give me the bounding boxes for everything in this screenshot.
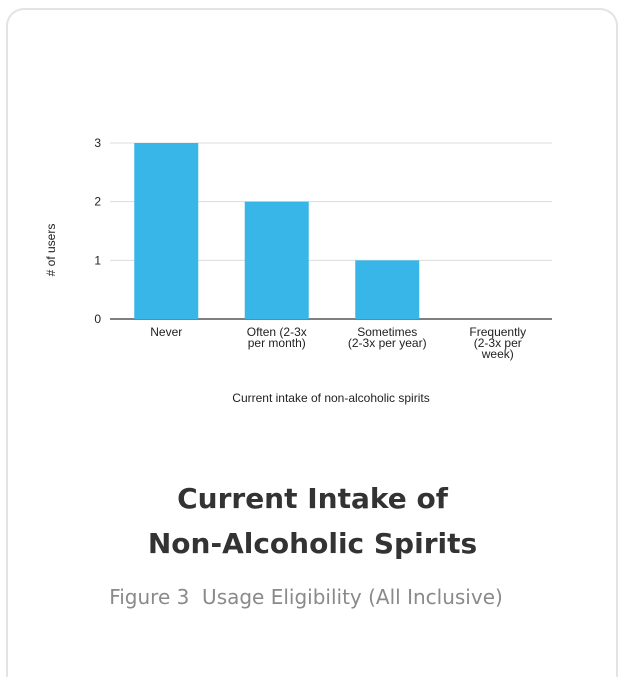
bar-chart: 0 1 2 3 Never Often (2-3x per month) Sometimes(… [44,136,552,405]
y-tick-label: 2 [94,195,101,209]
x-tick-label: Often (2-3x per month) [247,325,307,350]
y-axis-title: # of users [44,224,58,277]
figure-card [6,8,618,677]
y-tick-label: 1 [94,253,101,267]
figure-caption: Figure 3 Usage Eligibility (All Inclusiv… [109,585,503,609]
figure-title-line-1: Current Intake of [177,482,448,515]
y-tick-label: 0 [94,312,101,326]
x-axis-title: Current intake of non-alcoholic spirits [232,391,429,405]
x-tick-label: Never [150,325,182,339]
figure-title-line-2: Non-Alcoholic Spirits [147,527,478,560]
bar [355,260,420,319]
x-tick-label: Frequently (2-3x per week) [469,325,526,361]
bar [244,201,309,319]
y-tick-label: 3 [94,136,101,150]
x-tick-label: Sometimes (2-3x per year) [348,325,427,350]
bar [134,143,199,319]
